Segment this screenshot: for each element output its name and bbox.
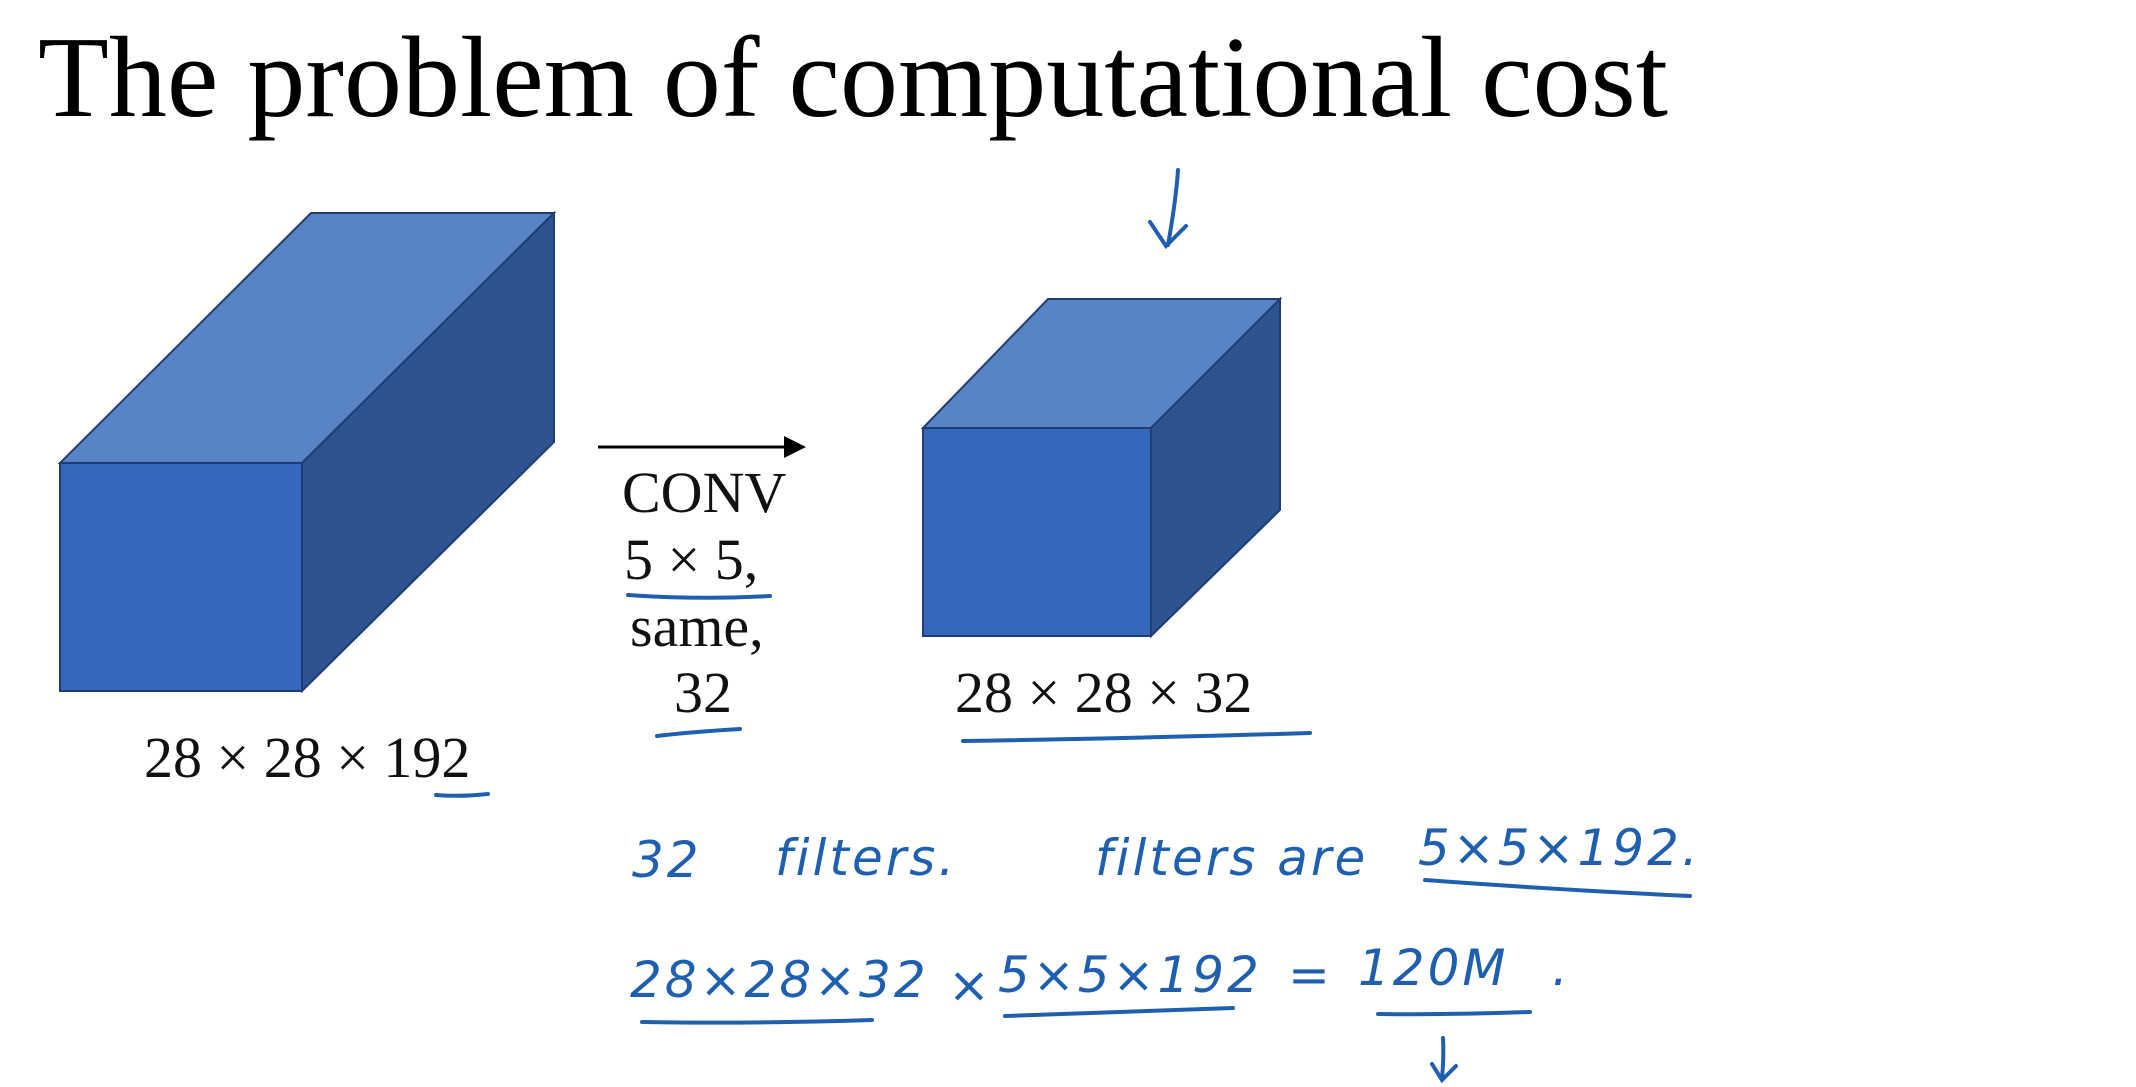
underline-filter-size	[1423, 878, 1692, 898]
input-volume-label: 28 × 28 × 192	[144, 725, 471, 790]
hand-output-term: 28×28×32	[630, 951, 929, 1009]
hand-filters-word: filters.	[775, 829, 958, 887]
underline-input-depth	[434, 792, 490, 798]
hand-filters-are: filters are	[1095, 829, 1369, 887]
conv-filter-count: 32	[674, 660, 732, 725]
hand-filter-term: 5×5×192	[998, 946, 1262, 1004]
hand-result: 120M	[1358, 939, 1509, 997]
underline-filter-count	[655, 727, 742, 738]
underline-output-term	[640, 1018, 874, 1025]
arrow-head-icon	[784, 436, 806, 458]
underline-result	[1376, 1010, 1532, 1017]
underline-kernel-size	[626, 593, 772, 600]
conv-label: CONV	[622, 460, 787, 525]
hand-period: .	[1552, 939, 1571, 997]
conv-kernel-size: 5 × 5,	[624, 527, 759, 592]
hand-filter-size: 5×5×192.	[1418, 819, 1701, 877]
output-volume-label: 28 × 28 × 32	[955, 660, 1253, 725]
down-arrow-result-icon	[1430, 1036, 1458, 1084]
underline-output-volume	[961, 731, 1312, 743]
underline-filter-term	[1003, 1006, 1235, 1018]
conv-padding: same,	[630, 594, 764, 659]
down-arrow-icon	[1148, 168, 1188, 250]
input-volume-front-face	[59, 462, 303, 692]
hand-filters-count: 32	[632, 831, 702, 889]
slide-title: The problem of computational cost	[38, 14, 1669, 142]
hand-times: ×	[948, 956, 993, 1014]
hand-equals: =	[1288, 946, 1333, 1004]
output-volume-front-face	[922, 427, 1152, 637]
